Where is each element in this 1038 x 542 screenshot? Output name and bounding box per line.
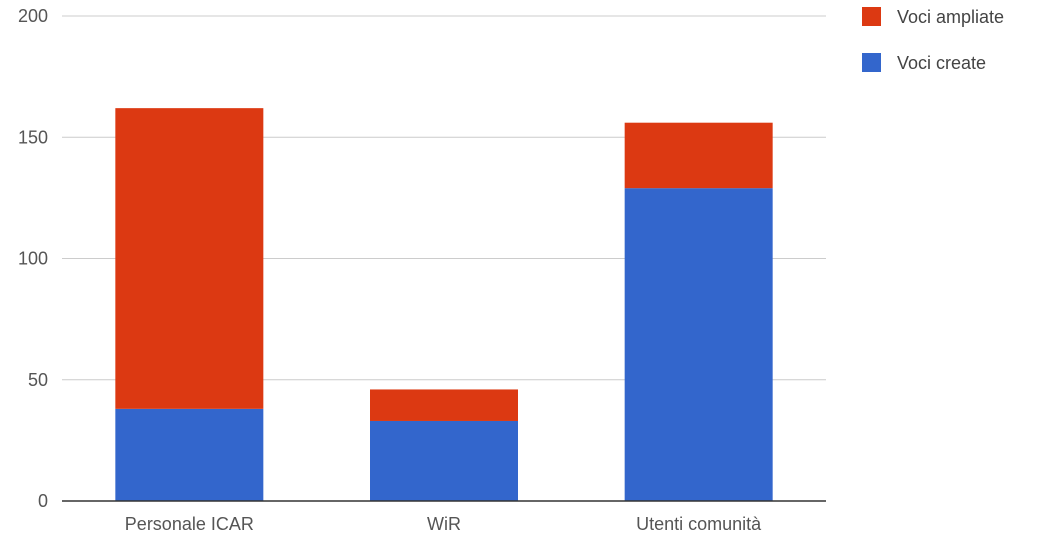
bar-voci-create xyxy=(370,420,518,501)
x-tick-label: Utenti comunità xyxy=(636,514,762,534)
legend: Voci ampliate Voci create xyxy=(862,7,1004,73)
legend-swatch xyxy=(862,7,881,26)
y-tick-label: 50 xyxy=(28,370,48,390)
legend-label: Voci ampliate xyxy=(897,7,1004,27)
y-tick-label: 0 xyxy=(38,491,48,511)
bar-voci-ampliate xyxy=(624,122,773,189)
x-axis-tick-labels: Personale ICAR WiR Utenti comunità xyxy=(125,514,762,534)
legend-label: Voci create xyxy=(897,53,986,73)
bar-voci-create xyxy=(115,408,264,501)
y-axis-tick-labels: 0 50 100 150 200 xyxy=(18,6,48,511)
bar-voci-ampliate xyxy=(115,108,264,409)
y-tick-label: 100 xyxy=(18,249,48,269)
x-tick-label: Personale ICAR xyxy=(125,514,254,534)
y-tick-label: 150 xyxy=(18,127,48,147)
bars xyxy=(115,108,773,502)
bar-voci-create xyxy=(624,188,773,502)
bar-voci-ampliate xyxy=(370,389,518,421)
y-tick-label: 200 xyxy=(18,6,48,26)
x-tick-label: WiR xyxy=(427,514,461,534)
legend-swatch xyxy=(862,53,881,72)
